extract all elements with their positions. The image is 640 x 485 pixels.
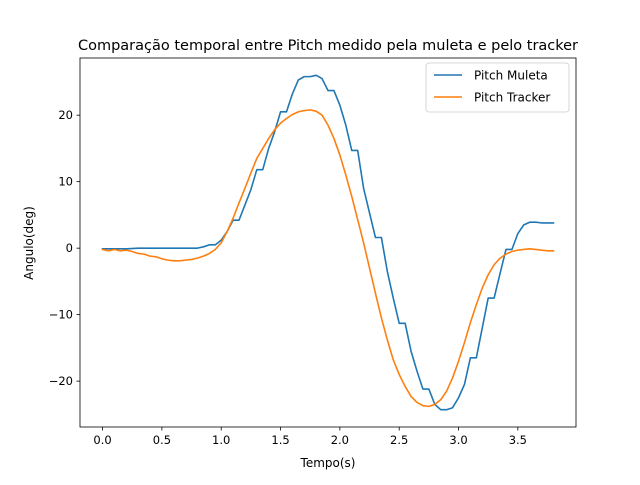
y-axis-label: Angulo(deg): [22, 206, 36, 280]
y-axis-ticks: −20 −10 0 10 20: [49, 108, 80, 388]
y-tick-label: 20: [58, 108, 73, 122]
series-line-pitch-muleta: [101, 74, 555, 411]
y-tick-label: 0: [66, 241, 73, 255]
x-tick-label: 2.5: [390, 433, 408, 447]
legend-label-tracker: Pitch Tracker: [474, 91, 550, 105]
chart-title: Comparação temporal entre Pitch medido p…: [78, 38, 578, 54]
x-tick-label: 3.0: [449, 433, 467, 447]
x-axis-ticks: 0.0 0.5 1.0 1.5 2.0 2.5 3.0 3.5: [93, 427, 527, 447]
y-tick-label: 10: [58, 175, 73, 189]
series-line-pitch-tracker: [101, 109, 555, 408]
x-tick-label: 2.0: [331, 433, 349, 447]
legend-label-muleta: Pitch Muleta: [474, 69, 548, 83]
legend: Pitch Muleta Pitch Tracker: [425, 62, 570, 113]
x-tick-label: 0.0: [93, 433, 111, 447]
x-axis-label: Tempo(s): [300, 456, 356, 470]
x-tick-label: 1.5: [271, 433, 289, 447]
plot-lines: [101, 74, 555, 411]
y-tick-label: −20: [49, 374, 73, 388]
x-tick-label: 0.5: [153, 433, 171, 447]
x-tick-label: 1.0: [212, 433, 230, 447]
plot-frame: [79, 57, 577, 428]
x-tick-label: 3.5: [509, 433, 527, 447]
y-tick-label: −10: [49, 308, 73, 322]
